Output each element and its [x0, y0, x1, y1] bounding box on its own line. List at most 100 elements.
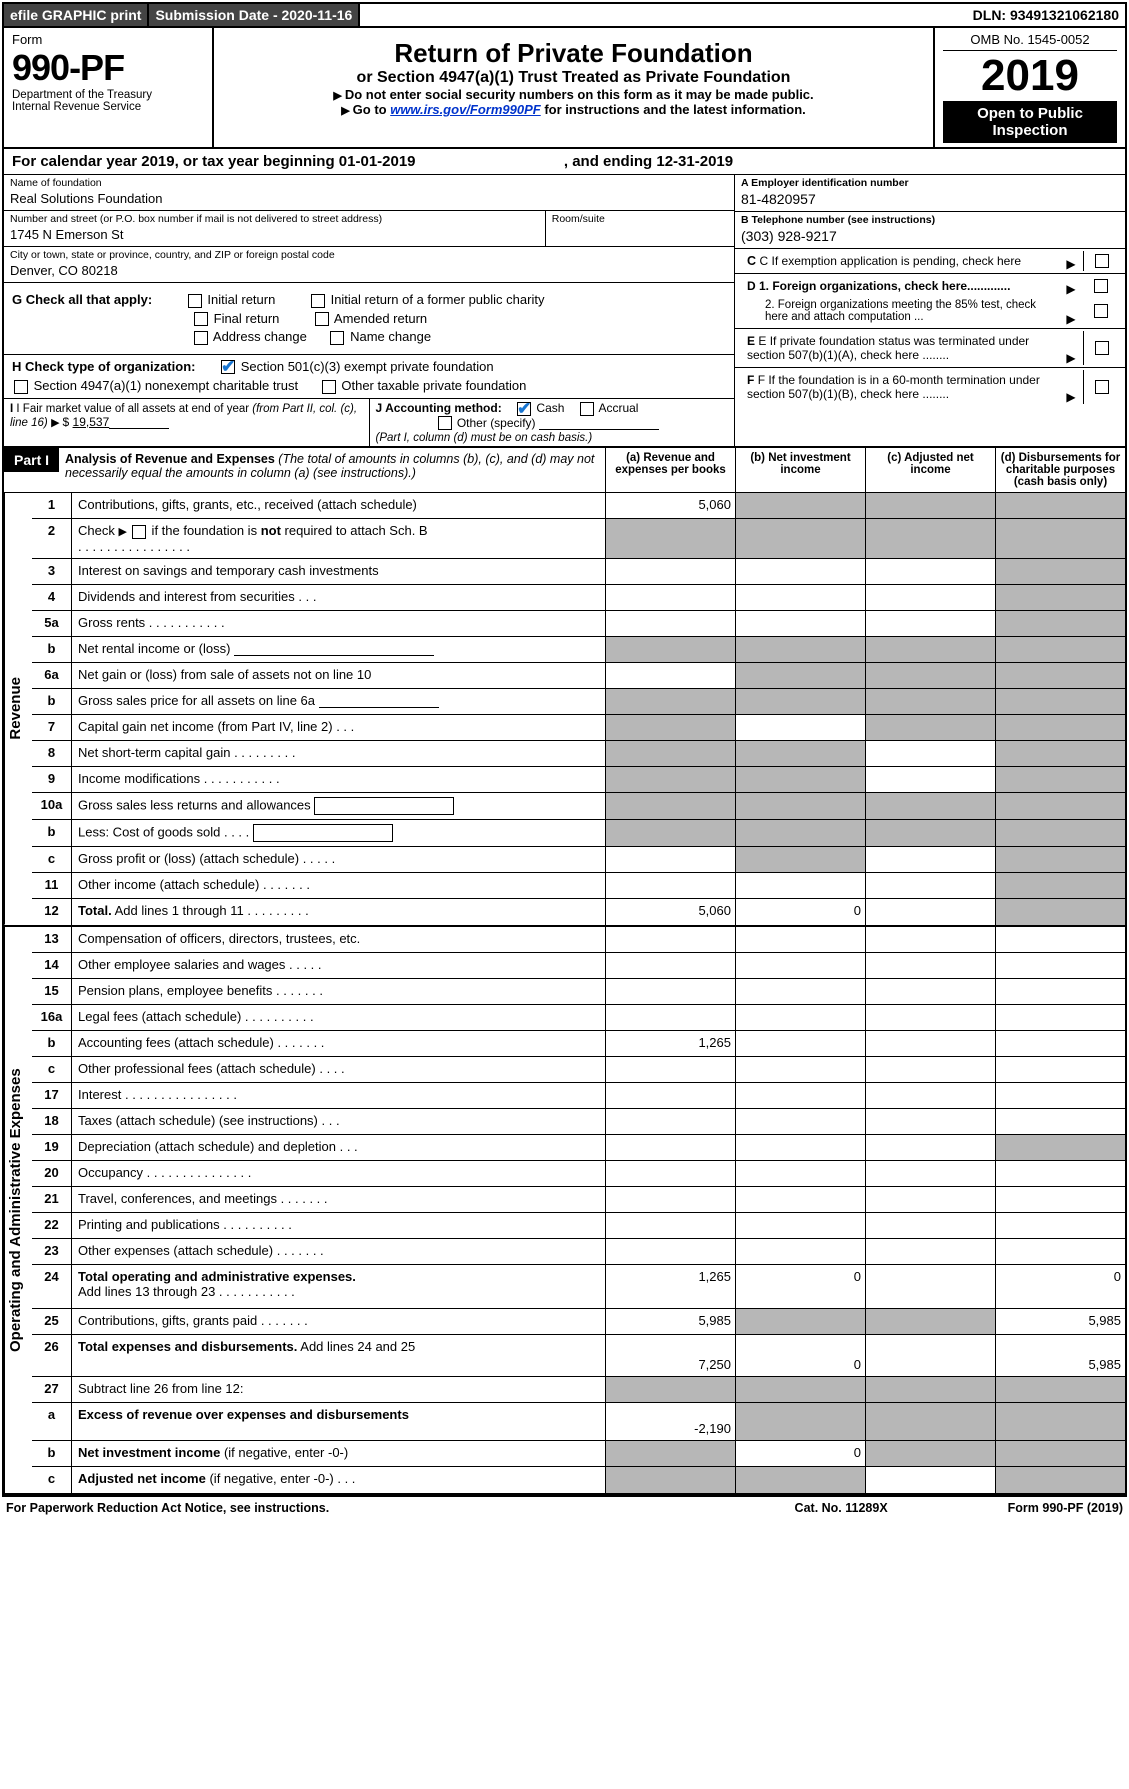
col-d-head: (d) Disbursements for charitable purpose…: [995, 448, 1125, 492]
dept-line1: Department of the Treasury: [12, 89, 204, 101]
col-a-head: (a) Revenue and expenses per books: [605, 448, 735, 492]
paperwork-notice: For Paperwork Reduction Act Notice, see …: [6, 1501, 329, 1515]
form-title: Return of Private Foundation: [222, 38, 925, 69]
ck-other-taxable[interactable]: [322, 380, 336, 394]
row-11: 11Other income (attach schedule) . . . .…: [32, 873, 1125, 899]
ck-4947[interactable]: [14, 380, 28, 394]
revenue-sidelabel: Revenue: [4, 493, 32, 925]
j-section: J Accounting method: Cash Accrual Other …: [370, 399, 735, 447]
phone-value: (303) 928-9217: [741, 226, 1119, 246]
col-c-head: (c) Adjusted net income: [865, 448, 995, 492]
row-27a: aExcess of revenue over expenses and dis…: [32, 1403, 1125, 1441]
open-inspection: Open to PublicInspection: [943, 101, 1117, 143]
foundation-name: Real Solutions Foundation: [10, 189, 728, 208]
ein-value: 81-4820957: [741, 189, 1119, 209]
f-cell: F F If the foundation is in a 60-month t…: [735, 368, 1125, 406]
warning-line: Do not enter social security numbers on …: [222, 87, 925, 102]
row-20: 20Occupancy . . . . . . . . . . . . . . …: [32, 1161, 1125, 1187]
id-section: Name of foundation Real Solutions Founda…: [4, 175, 1125, 446]
ck-501c3[interactable]: [221, 360, 235, 374]
row-10a: 10aGross sales less returns and allowanc…: [32, 793, 1125, 820]
ck-d1[interactable]: [1094, 279, 1108, 293]
row-14: 14Other employee salaries and wages . . …: [32, 953, 1125, 979]
ck-e[interactable]: [1095, 341, 1109, 355]
expenses-table: Operating and Administrative Expenses 13…: [4, 927, 1125, 1495]
part1-header: Part I Analysis of Revenue and Expenses …: [4, 446, 1125, 493]
row-26: 26Total expenses and disbursements. Add …: [32, 1335, 1125, 1377]
omb-number: OMB No. 1545-0052: [943, 32, 1117, 51]
row-10c: cGross profit or (loss) (attach schedule…: [32, 847, 1125, 873]
efile-label: efile GRAPHIC print: [4, 4, 149, 26]
c-cell: C C If exemption application is pending,…: [735, 249, 1125, 274]
row-18: 18Taxes (attach schedule) (see instructi…: [32, 1109, 1125, 1135]
ck-address-change[interactable]: [194, 331, 208, 345]
goto-line: Go to www.irs.gov/Form990PF for instruct…: [222, 102, 925, 117]
cat-number: Cat. No. 11289X: [795, 1501, 888, 1515]
top-bar: efile GRAPHIC print Submission Date - 20…: [4, 4, 1125, 28]
ck-initial-return[interactable]: [188, 294, 202, 308]
part1-desc: Analysis of Revenue and Expenses (The to…: [59, 448, 605, 492]
ck-other-method[interactable]: [438, 416, 452, 430]
page-footer: For Paperwork Reduction Act Notice, see …: [0, 1499, 1129, 1517]
row-22: 22Printing and publications . . . . . . …: [32, 1213, 1125, 1239]
tax-year: 2019: [943, 51, 1117, 101]
ck-initial-former[interactable]: [311, 294, 325, 308]
city-state-zip: Denver, CO 80218: [10, 261, 728, 280]
dept-line2: Internal Revenue Service: [12, 101, 204, 113]
i-section: I I Fair market value of all assets at e…: [4, 399, 370, 447]
row-12: 12Total. Add lines 1 through 11 . . . . …: [32, 899, 1125, 925]
row-16c: cOther professional fees (attach schedul…: [32, 1057, 1125, 1083]
row-23: 23Other expenses (attach schedule) . . .…: [32, 1239, 1125, 1265]
ck-final-return[interactable]: [194, 312, 208, 326]
phone-cell: B Telephone number (see instructions) (3…: [735, 212, 1125, 249]
row-17: 17Interest . . . . . . . . . . . . . . .…: [32, 1083, 1125, 1109]
ck-name-change[interactable]: [330, 331, 344, 345]
row-4: 4Dividends and interest from securities …: [32, 585, 1125, 611]
irs-link[interactable]: www.irs.gov/Form990PF: [390, 102, 541, 117]
foundation-name-cell: Name of foundation Real Solutions Founda…: [4, 175, 734, 211]
ck-sch-b[interactable]: [132, 525, 146, 539]
e-cell: E E If private foundation status was ter…: [735, 329, 1125, 368]
ck-c[interactable]: [1095, 254, 1109, 268]
row-25: 25Contributions, gifts, grants paid . . …: [32, 1309, 1125, 1335]
form-header: Form 990-PF Department of the Treasury I…: [4, 28, 1125, 149]
row-5a: 5aGross rents . . . . . . . . . . .: [32, 611, 1125, 637]
form-word: Form: [12, 32, 204, 47]
form-container: efile GRAPHIC print Submission Date - 20…: [2, 2, 1127, 1497]
g-label: G Check all that apply:: [12, 292, 152, 307]
row-27c: cAdjusted net income (if negative, enter…: [32, 1467, 1125, 1493]
ck-d2[interactable]: [1094, 304, 1108, 318]
row-10b: bLess: Cost of goods sold . . . .: [32, 820, 1125, 847]
row-13: 13Compensation of officers, directors, t…: [32, 927, 1125, 953]
row-16b: bAccounting fees (attach schedule) . . .…: [32, 1031, 1125, 1057]
row-8: 8Net short-term capital gain . . . . . .…: [32, 741, 1125, 767]
form-ref: Form 990-PF (2019): [1008, 1501, 1123, 1515]
revenue-table: Revenue 1Contributions, gifts, grants, e…: [4, 493, 1125, 927]
form-number-block: Form 990-PF Department of the Treasury I…: [4, 28, 214, 147]
d-cell: D 1. Foreign organizations, check here..…: [735, 274, 1125, 329]
ck-cash[interactable]: [517, 402, 531, 416]
row-16a: 16aLegal fees (attach schedule) . . . . …: [32, 1005, 1125, 1031]
title-block: Return of Private Foundation or Section …: [214, 28, 935, 147]
part1-label-wrap: Part I: [4, 448, 59, 492]
row-1: 1Contributions, gifts, grants, etc., rec…: [32, 493, 1125, 519]
i-j-row: I I Fair market value of all assets at e…: [4, 399, 734, 447]
row-2: 2Check if the foundation is not required…: [32, 519, 1125, 559]
ck-f[interactable]: [1095, 380, 1109, 394]
part1-label: Part I: [4, 448, 59, 472]
id-right: A Employer identification number 81-4820…: [735, 175, 1125, 446]
row-27: 27Subtract line 26 from line 12:: [32, 1377, 1125, 1403]
form-subtitle: or Section 4947(a)(1) Trust Treated as P…: [222, 69, 925, 87]
address-cell: Number and street (or P.O. box number if…: [4, 211, 546, 247]
row-24: 24Total operating and administrative exp…: [32, 1265, 1125, 1309]
row-3: 3Interest on savings and temporary cash …: [32, 559, 1125, 585]
year-block: OMB No. 1545-0052 2019 Open to PublicIns…: [935, 28, 1125, 147]
row-5b: bNet rental income or (loss): [32, 637, 1125, 663]
form-number: 990-PF: [12, 47, 204, 89]
row-9: 9Income modifications . . . . . . . . . …: [32, 767, 1125, 793]
ck-accrual[interactable]: [580, 402, 594, 416]
ck-amended-return[interactable]: [315, 312, 329, 326]
row-21: 21Travel, conferences, and meetings . . …: [32, 1187, 1125, 1213]
row-7: 7Capital gain net income (from Part IV, …: [32, 715, 1125, 741]
id-left: Name of foundation Real Solutions Founda…: [4, 175, 735, 446]
